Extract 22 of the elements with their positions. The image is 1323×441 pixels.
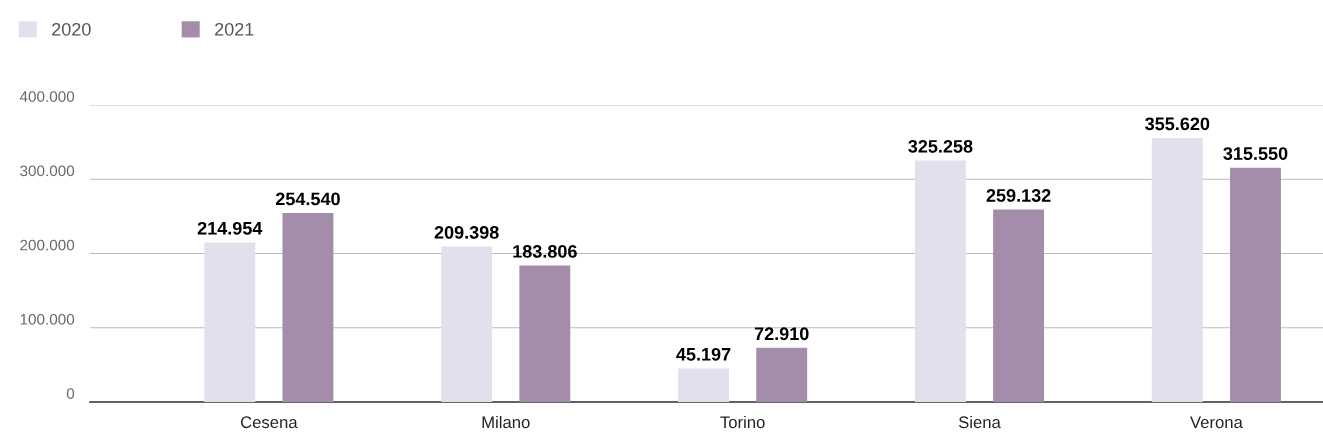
- data-label: 315.550: [1223, 147, 1288, 160]
- data-label: 325.258: [908, 139, 973, 153]
- x-tick-label: Cesena: [240, 416, 298, 429]
- data-label: 355.620: [1145, 117, 1210, 131]
- data-label: 214.954: [197, 221, 263, 235]
- data-label: 259.132: [986, 189, 1051, 202]
- legend-label: 2021: [215, 22, 254, 36]
- x-tick-label: Verona: [1190, 416, 1243, 429]
- data-label: 45.197: [676, 347, 731, 361]
- x-tick-label: Siena: [958, 415, 1001, 429]
- y-tick-label: 400.000: [19, 91, 75, 102]
- x-tick-label: Milano: [482, 415, 530, 429]
- y-tick-label: 0: [66, 388, 75, 399]
- y-tick-label: 100.000: [20, 313, 75, 325]
- data-label: 254.540: [275, 192, 340, 206]
- y-tick-label: 300.000: [20, 165, 75, 177]
- legend-label: 2020: [52, 22, 91, 36]
- data-label: 72.910: [754, 327, 809, 341]
- x-tick-label: Torino: [720, 415, 765, 429]
- data-label: 183.806: [513, 245, 577, 258]
- y-tick-label: 200.000: [20, 239, 75, 251]
- data-label: 209.398: [434, 226, 499, 239]
